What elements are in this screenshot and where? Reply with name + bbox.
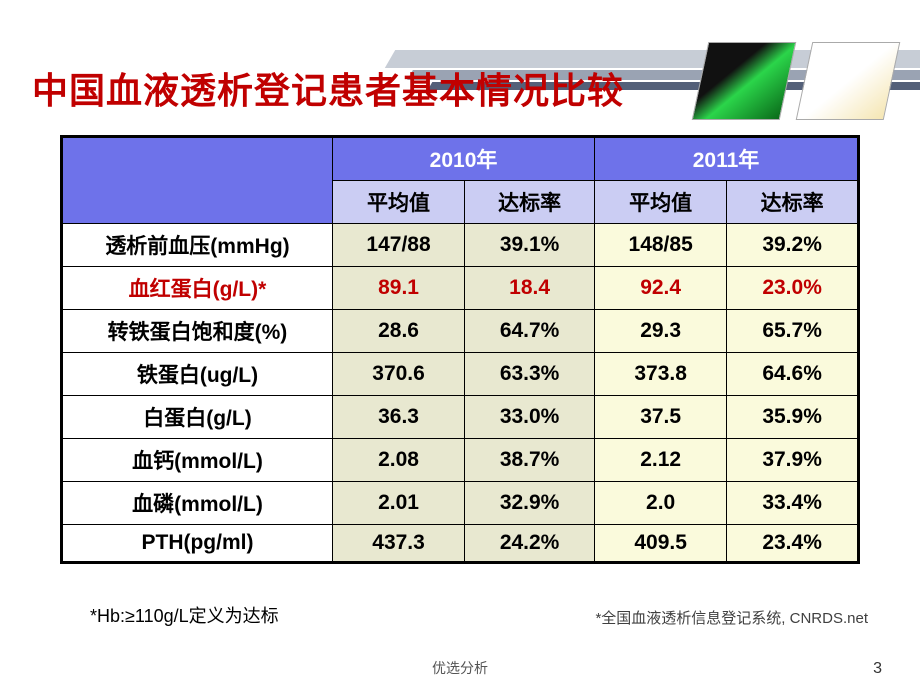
cell-2010-avg: 147/88 xyxy=(332,224,464,267)
cell-2011-rate: 23.0% xyxy=(727,267,859,310)
cell-2011-rate: 64.6% xyxy=(727,353,859,396)
footnote-left: *Hb:≥110g/L定义为达标 xyxy=(90,602,279,628)
cell-2011-rate: 35.9% xyxy=(727,396,859,439)
cell-2010-rate: 39.1% xyxy=(465,224,595,267)
row-label: 转铁蛋白饱和度(%) xyxy=(62,310,333,353)
cell-2011-avg: 92.4 xyxy=(595,267,727,310)
table-row: 转铁蛋白饱和度(%)28.664.7%29.365.7% xyxy=(62,310,859,353)
col-2010: 2010年 xyxy=(332,137,594,181)
comparison-table: 2010年 2011年 平均值 达标率 平均值 达标率 透析前血压(mmHg)1… xyxy=(60,135,860,564)
decor-image-1 xyxy=(692,42,797,120)
cell-2010-avg: 370.6 xyxy=(332,353,464,396)
cell-2010-rate: 18.4 xyxy=(465,267,595,310)
cell-2011-avg: 2.0 xyxy=(595,482,727,525)
table-row: 血磷(mmol/L)2.0132.9%2.033.4% xyxy=(62,482,859,525)
row-label: 血红蛋白(g/L)* xyxy=(62,267,333,310)
cell-2011-avg: 2.12 xyxy=(595,439,727,482)
cell-2011-rate: 23.4% xyxy=(727,525,859,563)
row-label: 透析前血压(mmHg) xyxy=(62,224,333,267)
cell-2011-rate: 65.7% xyxy=(727,310,859,353)
cell-2011-avg: 148/85 xyxy=(595,224,727,267)
cell-2011-rate: 33.4% xyxy=(727,482,859,525)
table-row: 铁蛋白(ug/L)370.663.3%373.864.6% xyxy=(62,353,859,396)
cell-2011-avg: 373.8 xyxy=(595,353,727,396)
cell-2011-rate: 39.2% xyxy=(727,224,859,267)
col-2011: 2011年 xyxy=(595,137,859,181)
cell-2010-avg: 36.3 xyxy=(332,396,464,439)
cell-2010-rate: 63.3% xyxy=(465,353,595,396)
table-row: 透析前血压(mmHg)147/8839.1%148/8539.2% xyxy=(62,224,859,267)
cell-2010-avg: 89.1 xyxy=(332,267,464,310)
cell-2010-rate: 24.2% xyxy=(465,525,595,563)
sub-rate-2011: 达标率 xyxy=(727,181,859,224)
sub-avg-2010: 平均值 xyxy=(332,181,464,224)
cell-2010-avg: 2.08 xyxy=(332,439,464,482)
table-row: 白蛋白(g/L)36.333.0%37.535.9% xyxy=(62,396,859,439)
footnote-right: *全国血液透析信息登记系统, CNRDS.net xyxy=(595,607,868,628)
cell-2011-avg: 409.5 xyxy=(595,525,727,563)
cell-2010-rate: 64.7% xyxy=(465,310,595,353)
row-label: 血磷(mmol/L) xyxy=(62,482,333,525)
decor-image-2 xyxy=(796,42,901,120)
table-row: 血钙(mmol/L)2.0838.7%2.1237.9% xyxy=(62,439,859,482)
row-label: 铁蛋白(ug/L) xyxy=(62,353,333,396)
page-title: 中国血液透析登记患者基本情况比较 xyxy=(32,62,624,114)
table-year-header: 2010年 2011年 xyxy=(62,137,859,181)
cell-2010-rate: 38.7% xyxy=(465,439,595,482)
cell-2010-avg: 28.6 xyxy=(332,310,464,353)
sub-rate-2010: 达标率 xyxy=(465,181,595,224)
sub-avg-2011: 平均值 xyxy=(595,181,727,224)
footer-center: 优选分析 xyxy=(0,658,920,678)
row-label: 血钙(mmol/L) xyxy=(62,439,333,482)
table-row: 血红蛋白(g/L)*89.118.492.423.0% xyxy=(62,267,859,310)
cell-2010-rate: 33.0% xyxy=(465,396,595,439)
cell-2011-avg: 29.3 xyxy=(595,310,727,353)
table-row: PTH(pg/ml)437.324.2%409.523.4% xyxy=(62,525,859,563)
cell-2011-rate: 37.9% xyxy=(727,439,859,482)
cell-2010-avg: 2.01 xyxy=(332,482,464,525)
cell-2011-avg: 37.5 xyxy=(595,396,727,439)
row-label: PTH(pg/ml) xyxy=(62,525,333,563)
cell-2010-avg: 437.3 xyxy=(332,525,464,563)
row-label: 白蛋白(g/L) xyxy=(62,396,333,439)
cell-2010-rate: 32.9% xyxy=(465,482,595,525)
page-number: 3 xyxy=(873,660,882,678)
